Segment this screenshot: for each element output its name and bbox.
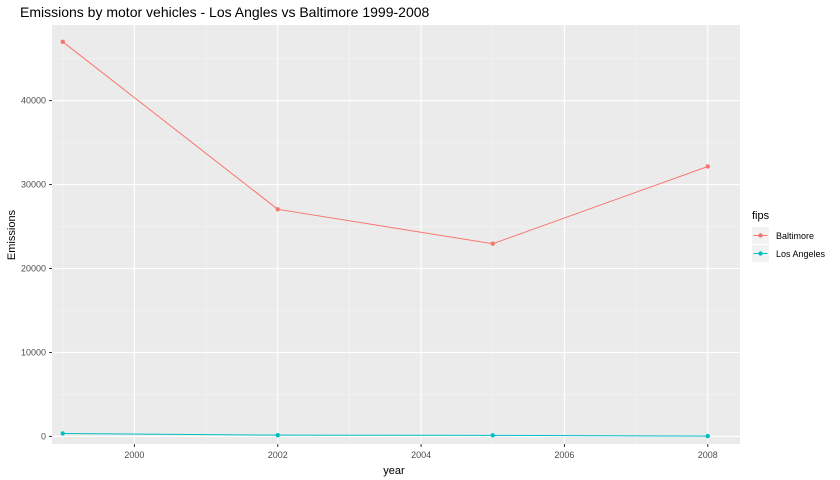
chart-title: Emissions by motor vehicles - Los Angles… xyxy=(20,4,430,20)
y-tick-label: 30000 xyxy=(21,180,46,190)
data-point-los-angeles xyxy=(705,433,710,439)
x-axis: 2000 2002 2004 2006 2008 xyxy=(124,444,718,460)
legend-label: Baltimore xyxy=(776,231,814,241)
y-tick-label: 0 xyxy=(41,431,46,441)
legend: fips Baltimore Los Angeles xyxy=(752,210,826,262)
data-point-baltimore xyxy=(60,39,65,44)
data-point-los-angeles xyxy=(490,433,495,438)
y-axis: 0 10000 20000 30000 40000 xyxy=(21,96,52,441)
data-point-baltimore xyxy=(705,164,710,169)
y-tick-label: 10000 xyxy=(21,347,46,357)
x-tick-label: 2006 xyxy=(554,450,574,460)
legend-key-point xyxy=(758,251,763,256)
x-tick-label: 2000 xyxy=(124,450,144,460)
legend-label: Los Angeles xyxy=(776,249,826,259)
y-axis-title: Emissions xyxy=(6,209,18,260)
data-point-baltimore xyxy=(275,207,280,212)
data-point-los-angeles xyxy=(275,432,280,438)
x-axis-title: year xyxy=(383,465,405,477)
grid-minor xyxy=(52,25,740,444)
x-tick-label: 2004 xyxy=(411,450,431,460)
series-line-baltimore xyxy=(62,41,708,245)
data-point-baltimore xyxy=(490,241,495,246)
data-point-los-angeles xyxy=(60,431,65,436)
grid-major xyxy=(52,25,740,444)
x-tick-label: 2002 xyxy=(268,450,288,460)
series-layer xyxy=(60,39,710,439)
y-tick-label: 20000 xyxy=(21,264,46,274)
x-tick-label: 2008 xyxy=(698,450,718,460)
plot-panel xyxy=(52,25,740,444)
y-tick-label: 40000 xyxy=(21,96,46,106)
legend-title: fips xyxy=(752,210,770,222)
legend-key-point xyxy=(758,233,763,238)
series-line-los-angeles xyxy=(62,433,708,437)
